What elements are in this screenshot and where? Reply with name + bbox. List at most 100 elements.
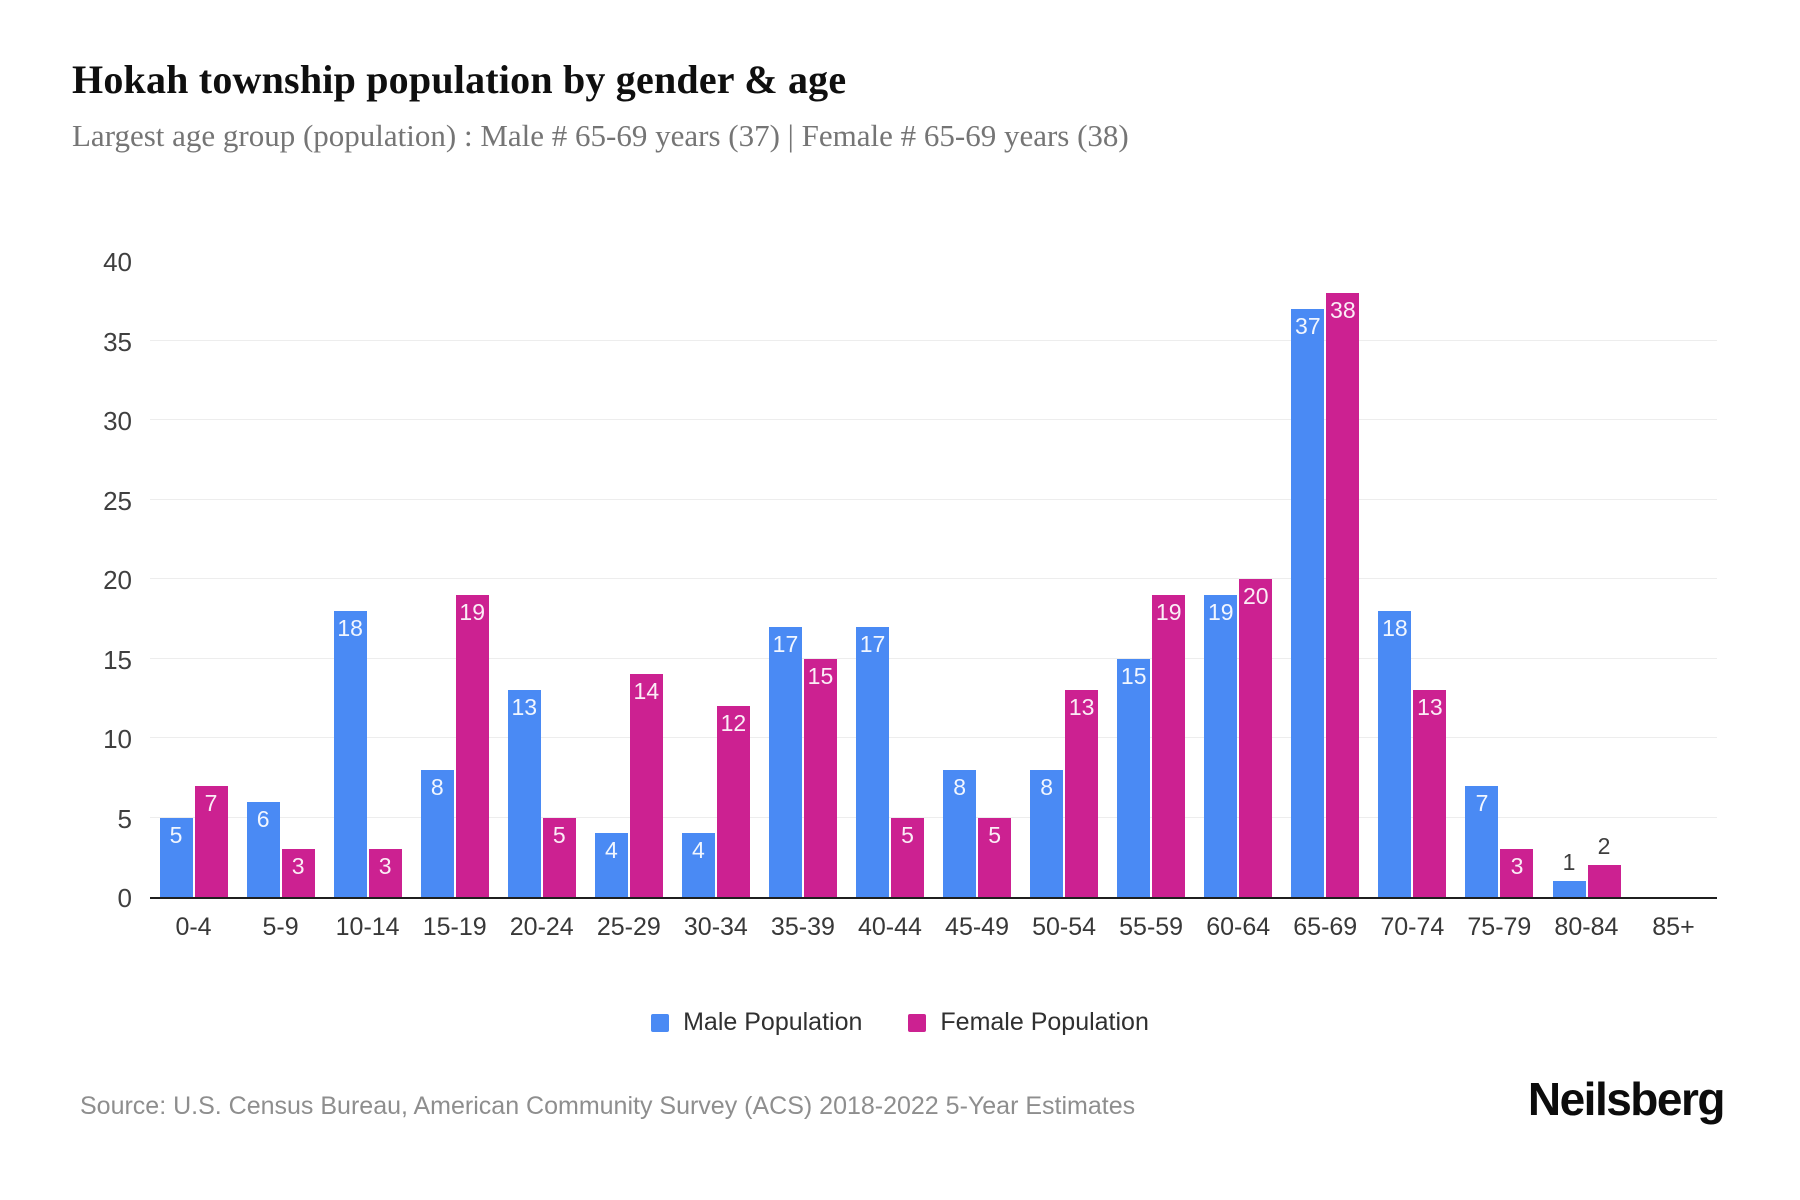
legend-item-female-population[interactable]: Female Population xyxy=(908,1008,1149,1037)
gridline-y-5 xyxy=(150,816,1717,818)
gridline-y-35 xyxy=(150,339,1717,341)
bar-group-70-74: 18 13 xyxy=(1369,263,1456,897)
y-axis-tick-10: 10 xyxy=(103,724,132,754)
x-axis-tick-20-24: 20-24 xyxy=(509,913,574,941)
bar-value-label: 15 xyxy=(1120,662,1147,689)
bar-value-label: 7 xyxy=(204,789,218,816)
bar-value-label: 8 xyxy=(1040,773,1054,800)
gridline-y-15 xyxy=(150,657,1717,659)
legend-label: Male Population xyxy=(683,1008,863,1036)
bar-value-label: 8 xyxy=(430,773,444,800)
bar-value-label: 3 xyxy=(1510,853,1524,880)
bar-value-label: 13 xyxy=(1068,694,1095,721)
bar-male-0-4[interactable]: 5 xyxy=(159,817,193,897)
bar-male-10-14[interactable]: 18 xyxy=(333,610,367,897)
bar-male-25-29[interactable]: 4 xyxy=(594,833,628,897)
bar-female-60-64[interactable]: 20 xyxy=(1239,579,1273,897)
bar-value-label: 37 xyxy=(1295,312,1321,339)
bar-male-50-54[interactable]: 8 xyxy=(1030,769,1064,897)
x-axis-tick-55-59: 55-59 xyxy=(1119,913,1184,941)
bar-male-80-84[interactable]: 1 xyxy=(1552,849,1586,897)
bar-female-75-79[interactable]: 3 xyxy=(1500,849,1534,897)
bar-female-40-44[interactable]: 5 xyxy=(891,817,925,897)
bar-female-0-4[interactable]: 7 xyxy=(194,785,228,897)
bar-group-35-39: 17 15 xyxy=(759,263,846,897)
bar-male-65-69[interactable]: 37 xyxy=(1291,308,1325,897)
chart-legend: Male Population Female Population xyxy=(0,1008,1800,1037)
bar-male-45-49[interactable]: 8 xyxy=(943,769,977,897)
legend-label: Female Population xyxy=(940,1008,1149,1036)
x-axis-tick-35-39: 35-39 xyxy=(770,913,835,941)
y-axis-tick-0: 0 xyxy=(117,883,132,913)
y-axis-tick-30: 30 xyxy=(103,406,132,436)
bar-male-75-79[interactable]: 7 xyxy=(1465,785,1499,897)
bar-male-20-24[interactable]: 13 xyxy=(507,690,541,897)
bar-female-70-74[interactable]: 13 xyxy=(1413,690,1447,897)
bar-group-85+ xyxy=(1630,263,1717,897)
bar-female-30-34[interactable]: 12 xyxy=(716,706,750,897)
gridline-y-25 xyxy=(150,498,1717,500)
bar-value-label: 5 xyxy=(901,821,914,848)
bar-value-label: 5 xyxy=(552,821,566,848)
bar-value-label: 13 xyxy=(1417,694,1443,721)
bar-value-label: 4 xyxy=(692,837,705,864)
y-axis-tick-35: 35 xyxy=(103,326,132,357)
bar-value-label: 3 xyxy=(378,853,392,880)
bar-female-5-9[interactable]: 3 xyxy=(281,849,315,897)
bar-male-5-9[interactable]: 6 xyxy=(246,801,280,897)
x-axis-tick-60-64: 60-64 xyxy=(1206,913,1271,941)
legend-item-male-population[interactable]: Male Population xyxy=(651,1008,862,1037)
page-subtitle: Largest age group (population) : Male # … xyxy=(72,118,1129,153)
x-axis-tick-80-84: 80-84 xyxy=(1554,913,1619,941)
page-title: Hokah township population by gender & ag… xyxy=(72,57,847,102)
bar-male-55-59[interactable]: 15 xyxy=(1117,658,1151,897)
bar-female-25-29[interactable]: 14 xyxy=(629,674,663,897)
bar-male-70-74[interactable]: 18 xyxy=(1378,610,1412,897)
x-axis-tick-5-9: 5-9 xyxy=(262,913,299,941)
bar-value-label: 19 xyxy=(1155,598,1182,625)
bar-value-label: 18 xyxy=(1382,614,1408,641)
bar-female-65-69[interactable]: 38 xyxy=(1326,292,1360,897)
bar-male-15-19[interactable]: 8 xyxy=(420,769,454,897)
bar-female-10-14[interactable]: 3 xyxy=(368,849,402,897)
bar-value-label: 1 xyxy=(1562,849,1576,876)
bar-female-20-24[interactable]: 5 xyxy=(542,817,576,897)
bar-female-80-84[interactable]: 2 xyxy=(1587,833,1621,897)
x-axis-tick-25-29: 25-29 xyxy=(596,913,661,941)
x-axis-tick-70-74: 70-74 xyxy=(1380,913,1445,941)
bar-male-40-44[interactable]: 17 xyxy=(856,626,890,897)
bar-male-60-64[interactable]: 19 xyxy=(1204,594,1238,897)
bar-female-45-49[interactable]: 5 xyxy=(978,817,1012,897)
bar-group-10-14: 18 3 xyxy=(324,263,411,897)
x-axis-tick-30-34: 30-34 xyxy=(683,913,748,941)
legend-swatch-icon xyxy=(908,1013,927,1032)
bar-group-30-34: 4 12 xyxy=(672,263,759,897)
bar-female-35-39[interactable]: 15 xyxy=(803,658,837,897)
x-axis-tick-85+: 85+ xyxy=(1652,913,1695,941)
bar-group-65-69: 37 38 xyxy=(1282,263,1369,897)
bar-female-15-19[interactable]: 19 xyxy=(455,594,489,897)
bar-value-label: 15 xyxy=(807,662,834,689)
bar-male-30-34[interactable]: 4 xyxy=(681,833,715,897)
x-axis-tick-0-4: 0-4 xyxy=(175,913,212,941)
x-axis-tick-50-54: 50-54 xyxy=(1032,913,1097,941)
bar-value-label: 19 xyxy=(459,598,486,625)
bar-value-label: 13 xyxy=(511,694,538,721)
x-axis-tick-75-79: 75-79 xyxy=(1467,913,1532,941)
bar-group-40-44: 17 5 xyxy=(847,263,934,897)
bar-female-50-54[interactable]: 13 xyxy=(1065,690,1099,897)
bar-value-label: 6 xyxy=(256,805,270,832)
y-axis-tick-20: 20 xyxy=(103,565,132,595)
bar-value-label: 4 xyxy=(604,837,618,864)
bar-male-35-39[interactable]: 17 xyxy=(768,626,802,897)
bar-value-label: 17 xyxy=(859,630,886,657)
bar-group-25-29: 4 14 xyxy=(585,263,672,897)
bar-value-label: 7 xyxy=(1475,789,1489,816)
bar-value-label: 8 xyxy=(953,773,966,800)
bar-female-55-59[interactable]: 19 xyxy=(1152,594,1186,897)
bar-value-label: 17 xyxy=(772,630,799,657)
